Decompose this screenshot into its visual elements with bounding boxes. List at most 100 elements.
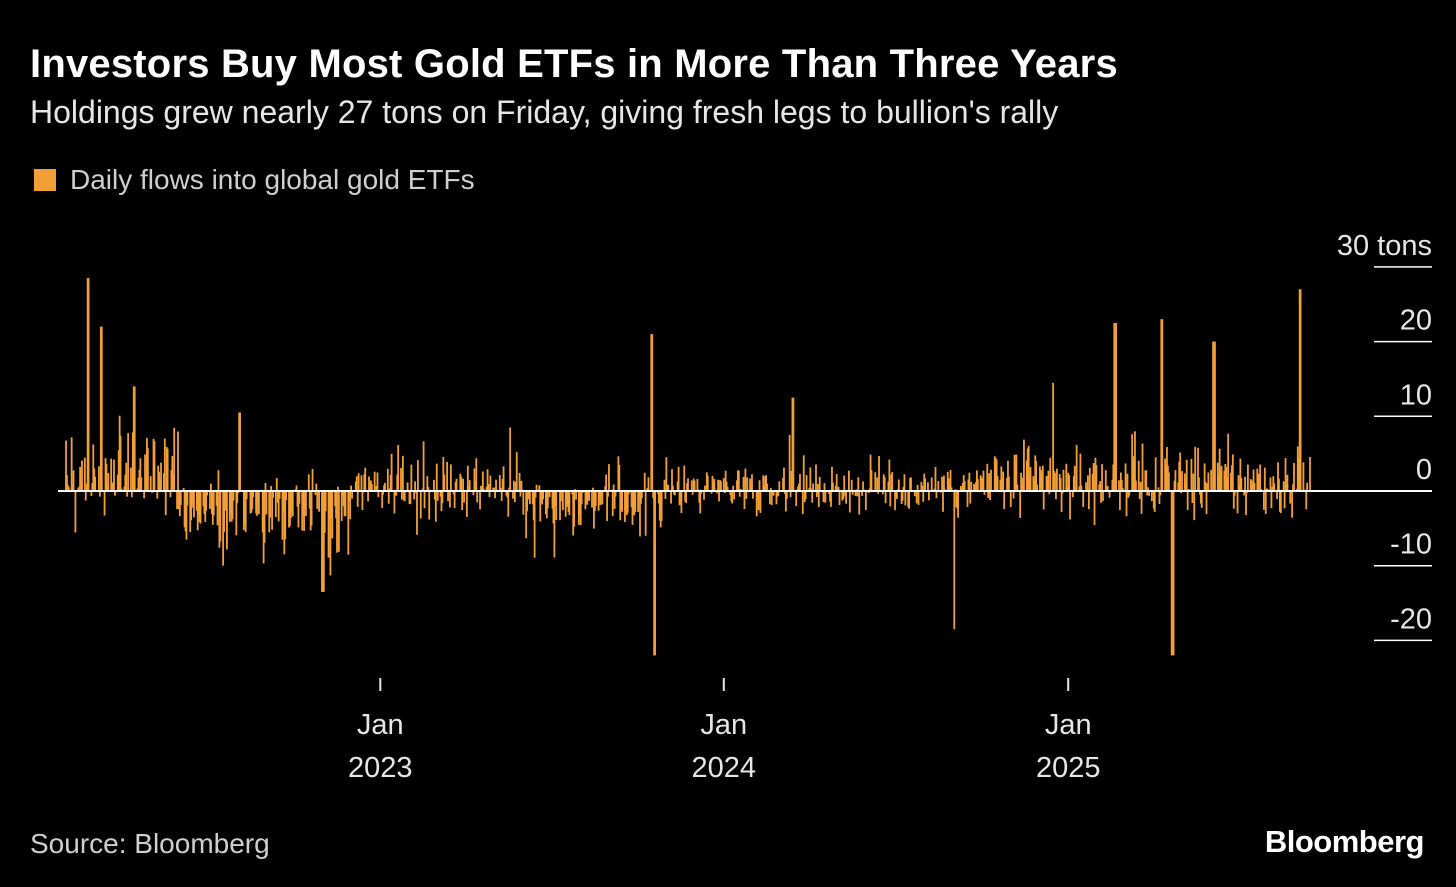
flow-bar <box>832 482 834 491</box>
flow-bar <box>123 486 126 491</box>
flow-bar <box>745 491 748 499</box>
flow-bar <box>672 491 675 495</box>
flow-bar <box>966 491 969 507</box>
flow-bar <box>295 485 298 491</box>
flow-bar <box>751 474 753 491</box>
flow-bar <box>1161 319 1164 491</box>
flow-bar <box>1060 491 1063 513</box>
flow-bar <box>472 491 475 496</box>
flow-bar <box>1006 477 1008 491</box>
flow-bar <box>384 482 386 491</box>
flow-bar <box>205 491 208 511</box>
flow-bar <box>1137 460 1140 491</box>
flow-bar <box>630 491 633 508</box>
flow-bar <box>967 479 970 491</box>
flow-bar <box>1094 457 1097 491</box>
flow-bar <box>443 474 446 491</box>
flow-bar <box>559 491 561 521</box>
flow-bar <box>433 491 436 500</box>
flow-bar <box>1026 448 1029 491</box>
flow-bar <box>680 491 683 514</box>
flow-bar <box>618 465 621 491</box>
flow-bar <box>81 460 83 491</box>
flow-bar <box>414 481 417 491</box>
flow-bar <box>401 491 403 500</box>
flow-bar <box>1138 491 1141 499</box>
flow-bar <box>321 491 324 592</box>
flow-bar <box>1126 473 1129 491</box>
flow-bar <box>447 491 449 502</box>
flow-bar <box>103 491 106 516</box>
flow-bar <box>210 483 212 491</box>
flow-bar <box>382 491 385 495</box>
flow-bar <box>996 476 999 491</box>
flow-bar <box>296 491 299 507</box>
flow-bar <box>870 470 873 491</box>
flow-bar <box>502 466 505 491</box>
flow-bar <box>546 491 549 509</box>
flow-bar <box>1206 483 1209 491</box>
flow-bar <box>480 485 482 491</box>
flow-bar <box>498 475 501 491</box>
flow-bar <box>1062 469 1065 491</box>
flow-bar <box>1286 474 1289 491</box>
flow-bar <box>276 491 279 503</box>
flow-bar <box>923 473 926 491</box>
flow-bar <box>330 491 333 519</box>
flow-bar <box>894 491 896 511</box>
flow-bar <box>350 485 353 491</box>
flow-bar <box>1078 486 1081 491</box>
flow-bar <box>1114 322 1117 491</box>
flow-bar <box>554 491 557 506</box>
flow-bar <box>890 474 893 491</box>
flow-bar <box>633 491 636 516</box>
flow-bar <box>713 478 716 491</box>
flow-bar <box>770 491 773 506</box>
flow-bar <box>402 491 405 501</box>
flow-bar <box>555 491 558 521</box>
flow-bar <box>586 491 589 505</box>
flow-bar <box>106 484 109 491</box>
flow-bar <box>1159 491 1162 496</box>
flow-bar <box>1258 473 1261 491</box>
flow-bar <box>736 470 739 491</box>
flow-bar <box>730 491 733 502</box>
flow-bar <box>192 491 194 508</box>
flow-bar <box>539 491 542 522</box>
flow-bar <box>973 483 975 491</box>
flow-bar <box>606 491 608 522</box>
flow-bar <box>687 478 689 491</box>
flow-bar <box>1271 486 1274 491</box>
flow-bar <box>837 486 840 491</box>
flow-bar <box>145 486 147 491</box>
flow-bar <box>245 491 248 500</box>
flow-bar <box>646 487 649 491</box>
flow-bar <box>624 491 626 522</box>
flow-bar <box>775 491 778 505</box>
flow-bar <box>317 491 320 496</box>
flow-bar <box>513 480 515 491</box>
flow-bar <box>585 491 588 504</box>
flow-bar <box>845 491 847 504</box>
flow-bar <box>94 476 97 491</box>
flow-bar <box>937 481 940 491</box>
flow-bar <box>975 470 978 491</box>
flow-bar <box>802 455 805 491</box>
flow-bar <box>1014 462 1017 491</box>
flow-bar <box>968 472 971 491</box>
flow-bar <box>598 491 601 502</box>
flow-bar <box>776 491 779 497</box>
flow-bar <box>798 483 800 491</box>
flow-bar <box>1183 473 1186 491</box>
flow-bar <box>98 466 100 491</box>
flow-bar <box>667 484 670 491</box>
flow-bar <box>215 491 218 506</box>
flow-bar <box>921 485 924 491</box>
flow-bar <box>335 491 337 519</box>
bloomberg-logo: Bloomberg <box>1264 824 1425 859</box>
flow-bar <box>1243 491 1246 496</box>
flow-bar <box>592 487 594 491</box>
flow-bar <box>1214 341 1216 491</box>
flow-bar <box>790 471 793 491</box>
flow-bar <box>400 468 402 491</box>
